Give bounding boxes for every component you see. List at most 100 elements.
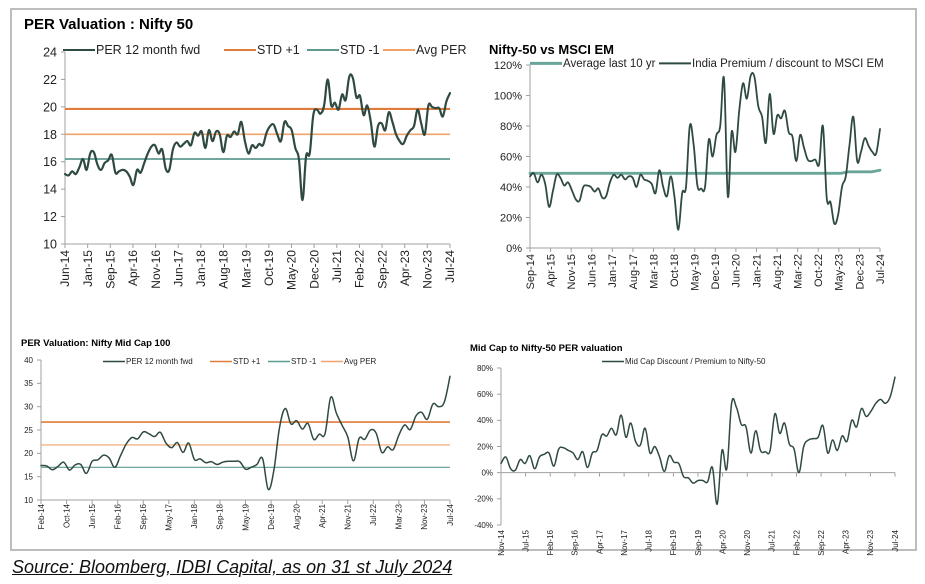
x-tick-label: Aug-18 [217,250,231,289]
y-tick-label: 80% [500,121,522,133]
x-tick-label: Jul-24 [443,250,457,283]
x-tick-label: Apr-20 [718,529,727,554]
x-tick-label: Apr-23 [398,250,412,286]
x-tick-label: Jan-21 [751,254,763,288]
x-tick-label: Sep-22 [817,529,826,555]
x-tick-label: Nov-16 [149,250,163,289]
legend-label: STD +1 [257,43,300,57]
x-tick-label: Feb-14 [37,503,46,529]
legend-label: Mid Cap Discount / Premium to Nifty-50 [625,357,766,366]
figure-frame [10,8,917,551]
x-tick-label: Oct-19 [262,250,276,286]
x-tick-label: Nov-23 [866,529,875,555]
x-tick-label: Jan-15 [81,250,95,287]
x-tick-label: Mar-19 [239,250,253,288]
x-tick-label: Sep-22 [375,250,389,289]
y-tick-label: 80% [477,364,493,373]
y-tick-label: 120% [494,60,522,72]
x-tick-label: Apr-21 [318,503,327,528]
x-tick-label: Jun-20 [731,254,743,288]
y-tick-label: 22 [43,73,57,87]
legend-label: PER 12 month fwd [126,357,193,366]
y-tick-label: 40% [500,182,522,194]
x-tick-label: Nov-23 [420,503,429,529]
y-tick-label: 14 [43,183,57,197]
y-tick-label: 20 [24,449,33,458]
y-tick-label: -20% [474,495,493,504]
y-tick-label: 12 [43,210,57,224]
series-line-mid-cap-discount-premium-to-nifty-50 [500,376,896,505]
chart-svg: 10 15 20 25 30 35 40 Feb-14 Oct-14 Jun-15 Feb-16 Se… [24,356,455,531]
x-tick-label: Jul-18 [645,529,654,551]
x-tick-label: Feb-16 [546,529,555,555]
y-tick-label: 15 [24,473,33,482]
legend-label: STD +1 [233,357,261,366]
legend-label: STD -1 [291,357,317,366]
x-tick-label: Jun-16 [587,254,599,288]
x-tick-label: Aug-20 [292,503,301,529]
x-tick-label: Jan-18 [194,250,208,287]
y-tick-label: 10 [43,238,57,252]
x-tick-label: Nov-23 [421,250,435,289]
x-tick-label: Jul-24 [891,529,900,551]
x-tick-label: Mar-23 [395,503,404,529]
x-tick-label: Oct-22 [813,254,825,287]
x-tick-label: Jul-22 [369,503,378,525]
x-tick-label: Jan-17 [607,254,619,288]
x-tick-label: Apr-17 [595,529,604,554]
legend-label: Average last 10 yr [563,58,656,70]
chart-title: PER Valuation: Nifty Mid Cap 100 [21,338,171,349]
y-tick-label: 0% [481,469,493,478]
y-tick-label: 18 [43,128,57,142]
chart-svg: 0% 20% 40% 60% 80% 100% 120% Sep-14 Apr-15 Nov-15… [494,58,887,291]
legend-label: Avg PER [344,357,377,366]
x-tick-label: Feb-16 [113,503,122,529]
y-tick-label: 25 [24,426,33,435]
x-tick-label: Sep-19 [694,529,703,555]
x-tick-label: May-23 [834,254,846,291]
x-tick-label: Jul-21 [768,529,777,551]
chart-panel-nifty50-per: PER Valuation : Nifty 50 10 12 14 16 18 20 22 2… [18,10,467,320]
x-tick-label: Jun-15 [88,503,97,528]
y-tick-label: 40 [24,356,33,365]
y-tick-label: 100% [494,90,522,102]
x-tick-label: Sep-16 [571,529,580,555]
chart-panel-midcap-per: PER Valuation: Nifty Mid Cap 100 10 15 20 2… [18,330,458,550]
series-line-india-premium-discount-to-msci-em [529,72,881,231]
y-tick-label: 20 [43,100,57,114]
chart-title: Nifty-50 vs MSCI EM [489,42,614,57]
source-note: Source: Bloomberg, IDBI Capital, as on 3… [12,557,453,577]
x-tick-label: Nov-20 [743,529,752,555]
legend-label: India Premium / discount to MSCI EM [692,58,884,70]
x-tick-label: Mar-18 [648,254,660,289]
x-tick-label: Dec-23 [854,254,866,289]
x-tick-label: May-17 [165,503,174,530]
chart-svg: -40% -20% 0% 20% 40% 60% 80% Nov-14 Jul-15 Feb-16… [474,357,900,556]
x-tick-label: Apr-15 [545,254,557,287]
x-tick-label: Oct-14 [62,503,71,528]
x-tick-label: Oct-18 [669,254,681,287]
legend-label: Avg PER [416,43,467,57]
y-tick-label: 0% [506,243,522,255]
x-tick-label: Jul-24 [446,503,455,525]
x-tick-label: Nov-21 [344,503,353,529]
x-tick-label: May-19 [690,254,702,291]
chart-title: Mid Cap to Nifty-50 PER valuation [470,343,623,354]
legend-label: PER 12 month fwd [96,43,200,57]
series-line-per-12-month-fwd [63,73,452,202]
x-tick-label: Apr-23 [842,529,851,554]
x-tick-label: Sep-15 [103,250,117,289]
legend-label: STD -1 [340,43,380,57]
x-tick-label: Apr-16 [126,250,140,286]
x-tick-label: Dec-20 [307,250,321,289]
chart-svg: 10 12 14 16 18 20 22 24 Jun-14 Jan-15 Sep-15 Apr-16… [43,43,466,290]
y-tick-label: 16 [43,155,57,169]
x-tick-label: Mar-22 [792,254,804,289]
x-tick-label: Sep-14 [525,254,537,289]
y-tick-label: 30 [24,403,33,412]
x-tick-label: Jun-17 [171,250,185,287]
x-tick-label: Aug-17 [628,254,640,289]
y-tick-label: 40% [477,416,493,425]
y-tick-label: 20% [477,442,493,451]
x-tick-label: Jan-18 [190,503,199,528]
